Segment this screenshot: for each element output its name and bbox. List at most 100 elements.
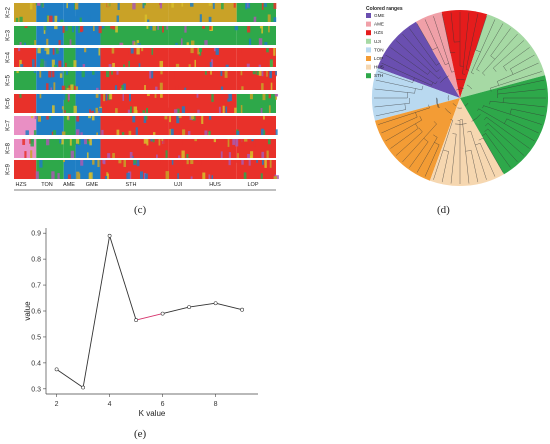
- y-tick-label: 0.4: [31, 360, 41, 367]
- structure-segment: [63, 26, 76, 45]
- structure-row: [14, 3, 277, 22]
- structure-segment: [14, 160, 37, 179]
- structure-segment: [63, 139, 76, 158]
- data-point: [134, 318, 139, 322]
- structure-segment: [210, 26, 237, 45]
- tree-wedge: [372, 67, 460, 121]
- structure-segment: [14, 71, 37, 90]
- structure-segment: [36, 116, 64, 135]
- structure-row: [14, 48, 276, 67]
- structure-segment: [63, 160, 76, 179]
- structure-segment: [168, 3, 211, 22]
- legend-label: TON: [374, 47, 384, 52]
- data-point: [213, 301, 218, 306]
- structure-segment: [36, 94, 64, 113]
- population-label: UJI: [174, 182, 183, 188]
- legend-swatch: [366, 56, 371, 61]
- data-point: [54, 367, 59, 372]
- structure-segment: [14, 94, 37, 113]
- structure-rows: [14, 3, 279, 179]
- legend-label: LOP: [374, 56, 383, 61]
- structure-segment: [100, 160, 169, 179]
- chart-series: [54, 233, 245, 390]
- structure-segment: [75, 71, 101, 90]
- k-label: K=6: [6, 97, 12, 109]
- structure-segment: [63, 94, 76, 113]
- legend-swatch: [366, 64, 371, 70]
- y-tick-label: 0.5: [31, 334, 41, 341]
- data-point: [107, 233, 112, 238]
- structure-plot: K=2 K=3 K=4 K=5 K=6 K=7 K=8 K=9 HZS TON AME GME STH…: [6, 3, 279, 191]
- legend-swatch: [366, 13, 371, 18]
- structure-segment: [36, 160, 64, 179]
- k-label: K=3: [6, 29, 12, 41]
- series-segment: [82, 235, 111, 388]
- legend-swatch: [366, 73, 371, 79]
- legend-label: STH: [374, 73, 383, 78]
- structure-segment: [236, 94, 276, 113]
- data-point: [81, 385, 86, 390]
- population-label: LOP: [247, 182, 258, 188]
- structure-segment: [236, 48, 276, 67]
- legend-label: UJI: [374, 39, 381, 44]
- structure-segment: [63, 3, 76, 22]
- y-axis-label: value: [23, 301, 32, 321]
- structure-segment: [236, 26, 276, 45]
- y-tick-label: 0.9: [31, 231, 41, 238]
- structure-segment: [210, 3, 237, 22]
- structure-segment: [168, 71, 211, 90]
- structure-segment: [168, 94, 211, 113]
- population-label: STH: [126, 182, 137, 188]
- data-point: [160, 311, 165, 316]
- x-tick-label: 2: [55, 401, 59, 408]
- k-label: K=4: [6, 51, 12, 63]
- panel-label-c: (c): [134, 204, 147, 216]
- tree-wedges: [372, 9, 548, 187]
- series-segment: [56, 368, 84, 388]
- structure-segment: [75, 48, 101, 67]
- structure-segment: [75, 139, 101, 158]
- panel-label-e: (e): [134, 428, 147, 440]
- structure-row: [14, 160, 279, 179]
- population-label: HUS: [209, 182, 221, 188]
- legend-label: GME: [374, 13, 384, 18]
- k-labels: K=2 K=3 K=4 K=5 K=6 K=7 K=8 K=9: [6, 6, 12, 175]
- panel-label-d: (d): [437, 204, 450, 216]
- series-segment: [135, 313, 163, 321]
- structure-segment: [168, 26, 211, 45]
- k-label: K=9: [6, 163, 12, 175]
- structure-segment: [63, 116, 76, 135]
- tree-wedge: [460, 75, 548, 175]
- population-label: TON: [41, 182, 53, 188]
- legend-swatch: [366, 47, 371, 53]
- data-point: [240, 307, 245, 312]
- y-tick-label: 0.7: [31, 283, 41, 290]
- legend-swatch: [366, 38, 371, 44]
- structure-segment: [14, 116, 37, 135]
- structure-segment: [75, 3, 101, 22]
- tree-wedge: [429, 98, 504, 187]
- series-segment: [109, 235, 137, 321]
- structure-segment: [36, 26, 64, 45]
- structure-row: [14, 26, 276, 45]
- series-segment: [162, 306, 190, 315]
- structure-segment: [63, 71, 76, 90]
- population-label: AME: [63, 182, 75, 188]
- legend-title: Colored ranges: [366, 6, 403, 12]
- tree-branches: [374, 12, 546, 184]
- data-point: [187, 305, 192, 310]
- y-tick-label: 0.8: [31, 257, 41, 264]
- structure-segment: [210, 160, 237, 179]
- y-tick-label: 0.3: [31, 386, 41, 393]
- k-label: K=8: [6, 142, 12, 154]
- series-segment: [215, 302, 243, 311]
- x-axis-label: K value: [139, 409, 166, 418]
- structure-row: [14, 71, 277, 90]
- population-label: HZS: [16, 182, 27, 188]
- structure-segment: [168, 48, 211, 67]
- k-label: K=5: [6, 74, 12, 86]
- structure-segment: [100, 139, 169, 158]
- legend-label: AME: [374, 22, 384, 27]
